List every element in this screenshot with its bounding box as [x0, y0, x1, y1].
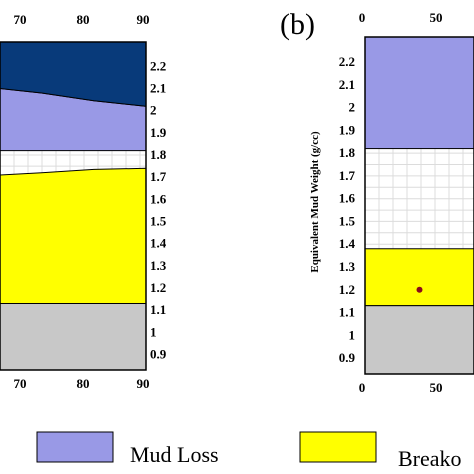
- plot-frame: [0, 41, 147, 371]
- y-tick-label: 1.4: [150, 236, 167, 251]
- y-tick-label: 1.3: [150, 258, 167, 273]
- y-tick-label: 1: [150, 324, 157, 339]
- legend-label-mud-loss: Mud Loss: [130, 442, 219, 467]
- x-tick-label-top: 80: [77, 12, 90, 27]
- y-tick-label: 2.1: [150, 81, 166, 96]
- x-tick-label-bottom: 0: [359, 380, 366, 395]
- y-tick-label: 1.1: [339, 305, 355, 320]
- y-tick-label: 1.6: [339, 191, 356, 206]
- y-tick-label: 1: [349, 327, 356, 342]
- y-tick-label: 1.9: [150, 125, 167, 140]
- panel-b-label: (b): [280, 8, 315, 41]
- y-tick-label: 1.6: [150, 191, 167, 206]
- y-tick-label: 2.2: [150, 58, 166, 73]
- region-breakout: [364, 248, 474, 307]
- x-tick-label-top: 70: [14, 12, 27, 27]
- x-tick-label-top: 0: [359, 10, 366, 25]
- panel-b-plot: 2.22.121.91.81.71.61.51.41.31.21.110.900…: [339, 10, 474, 395]
- y-tick-label: 1.7: [150, 169, 167, 184]
- data-point: [416, 286, 423, 293]
- y-tick-label: 1.5: [339, 213, 356, 228]
- y-tick-label: 1.5: [150, 214, 167, 229]
- y-tick-label: 1.9: [339, 122, 356, 137]
- y-tick-label: 1.1: [150, 302, 166, 317]
- y-tick-label: 1.2: [339, 282, 355, 297]
- y-tick-label: 1.8: [339, 145, 356, 160]
- y-tick-label: 2.1: [339, 77, 355, 92]
- x-tick-label-bottom: 70: [14, 376, 27, 391]
- region-shear-failure-breakout: [0, 167, 147, 304]
- y-tick-label: 2.2: [339, 54, 355, 69]
- y-tick-label: 2: [150, 103, 157, 118]
- x-tick-label-bottom: 90: [137, 376, 150, 391]
- legend-swatch-breakout: [299, 431, 377, 463]
- x-tick-label-top: 50: [430, 10, 443, 25]
- y-tick-label: 1.8: [150, 147, 167, 162]
- y-tick-label: 1.4: [339, 236, 356, 251]
- legend-swatch-mud-loss: [36, 431, 114, 463]
- y-tick-label: 1.3: [339, 259, 356, 274]
- y-axis-title-b: Equivalent Mud Weight (g/cc): [309, 131, 321, 273]
- region-stable: [364, 305, 474, 375]
- y-tick-label: 1.7: [339, 168, 356, 183]
- y-tick-label: 1.2: [150, 280, 166, 295]
- region-mud-loss: [364, 36, 474, 150]
- y-tick-label: 0.9: [339, 350, 356, 365]
- x-tick-label-top: 90: [137, 12, 150, 27]
- legend: Mud Loss Breako: [36, 431, 462, 471]
- plot-frame: [364, 36, 474, 375]
- legend-label-breakout: Breako: [398, 446, 462, 471]
- x-tick-label-bottom: 80: [77, 376, 90, 391]
- region-stable: [0, 303, 147, 371]
- x-tick-label-bottom: 50: [430, 380, 443, 395]
- y-tick-label: 0.9: [150, 346, 167, 361]
- panel-a-plot: 2.2 2.1 2 1.9 1.8 1.7 1.6 1.5 1.4 1.3 1.2 1.1 1 0.9 70…: [0, 12, 167, 391]
- y-tick-label: 2: [349, 100, 356, 115]
